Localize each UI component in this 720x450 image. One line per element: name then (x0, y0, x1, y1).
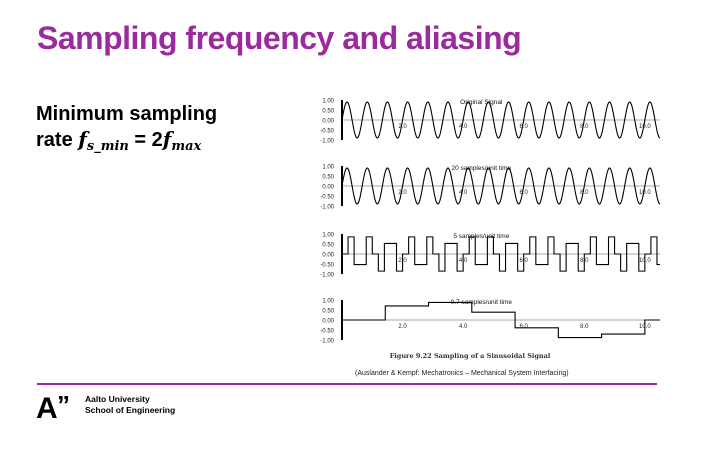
signal-trace (341, 167, 661, 205)
y-tick-label: 0.00 (322, 185, 334, 191)
panel-label: Original Signal (460, 99, 503, 106)
citation: (Auslander & Kempf: Mechatronics – Mecha… (355, 370, 569, 377)
y-tick-label: 0.00 (322, 253, 334, 259)
panel-label: 0.7 samples/unit time (451, 299, 513, 306)
y-tick-label: 0.00 (322, 319, 334, 325)
x-tick-label: 8.0 (580, 258, 589, 264)
y-tick-label: 0.50 (322, 309, 334, 315)
slide-title: Sampling frequency and aliasing (37, 20, 522, 56)
y-tick-label: 1.00 (322, 99, 334, 105)
x-tick-label: 2.0 (398, 190, 407, 196)
figure-caption: Figure 9.22 Sampling of a Sinusoidal Sig… (390, 352, 551, 360)
y-tick-label: -1.00 (320, 139, 334, 145)
y-tick-label: -1.00 (320, 273, 334, 279)
x-tick-label: 10.0 (639, 258, 651, 264)
aalto-logo: A ” (36, 392, 70, 422)
x-tick-label: 4.0 (459, 124, 468, 130)
x-tick-label: 2.0 (398, 258, 407, 264)
x-tick-label: 4.0 (459, 190, 468, 196)
university-name: Aalto University School of Engineering (85, 394, 175, 416)
y-tick-label: 0.00 (322, 119, 334, 125)
x-tick-label: 6.0 (520, 258, 529, 264)
university-label: Aalto University (85, 394, 150, 404)
y-tick-label: -0.50 (320, 263, 334, 269)
y-tick-label: 1.00 (322, 165, 334, 171)
x-tick-label: 10.0 (639, 190, 651, 196)
panel-label: 20 samples/unit time (452, 165, 512, 172)
x-tick-label: 4.0 (459, 258, 468, 264)
x-tick-label: 6.0 (520, 190, 529, 196)
panel-label: 5 samples/unit time (453, 233, 509, 240)
formula-lhs-subscript: s_min (86, 139, 129, 154)
y-tick-label: -1.00 (320, 339, 334, 345)
y-tick-label: 0.50 (322, 243, 334, 249)
y-tick-label: -0.50 (320, 195, 334, 201)
formula-rhs: f (162, 127, 172, 151)
school-label: School of Engineering (85, 405, 176, 415)
formula-lhs: f (78, 127, 87, 151)
y-tick-label: -0.50 (320, 129, 334, 135)
x-tick-label: 2.0 (398, 324, 407, 330)
formula-line-2: rate fs_min = 2fmax (36, 127, 217, 159)
logo-letter: A (36, 392, 58, 422)
x-tick-label: 10.0 (639, 124, 651, 130)
logo-quote: ” (57, 392, 70, 420)
y-tick-label: 1.00 (322, 233, 334, 239)
x-tick-label: 8.0 (580, 124, 589, 130)
formula-rhs-subscript: max (171, 139, 202, 154)
x-tick-label: 8.0 (580, 324, 589, 330)
footer-divider (37, 383, 657, 385)
y-tick-label: 1.00 (322, 299, 334, 305)
formula-line-1: Minimum sampling (36, 103, 218, 125)
y-tick-label: -0.50 (320, 329, 334, 335)
x-tick-label: 8.0 (580, 190, 589, 196)
signal-trace (342, 236, 660, 272)
sampling-rate-formula: Minimum sampling rate fs_min = 2fmax (36, 102, 217, 159)
y-tick-label: -1.00 (320, 205, 334, 211)
x-tick-label: 6.0 (520, 324, 529, 330)
x-tick-label: 6.0 (520, 124, 529, 130)
y-tick-label: 0.50 (322, 175, 334, 181)
x-tick-label: 4.0 (459, 324, 468, 330)
formula-rate-label: rate (36, 129, 73, 151)
signal-trace (341, 101, 661, 139)
formula-equals: = 2 (134, 129, 163, 151)
sampling-figure: 1.00 0.50 0.00 -0.50 -1.00 2.0 4.0 6.0 8.0 10.0 Or… (320, 99, 661, 360)
y-tick-label: 0.50 (322, 109, 334, 115)
x-tick-label: 10.0 (639, 324, 651, 330)
x-tick-label: 2.0 (398, 124, 407, 130)
signal-trace (342, 301, 660, 339)
